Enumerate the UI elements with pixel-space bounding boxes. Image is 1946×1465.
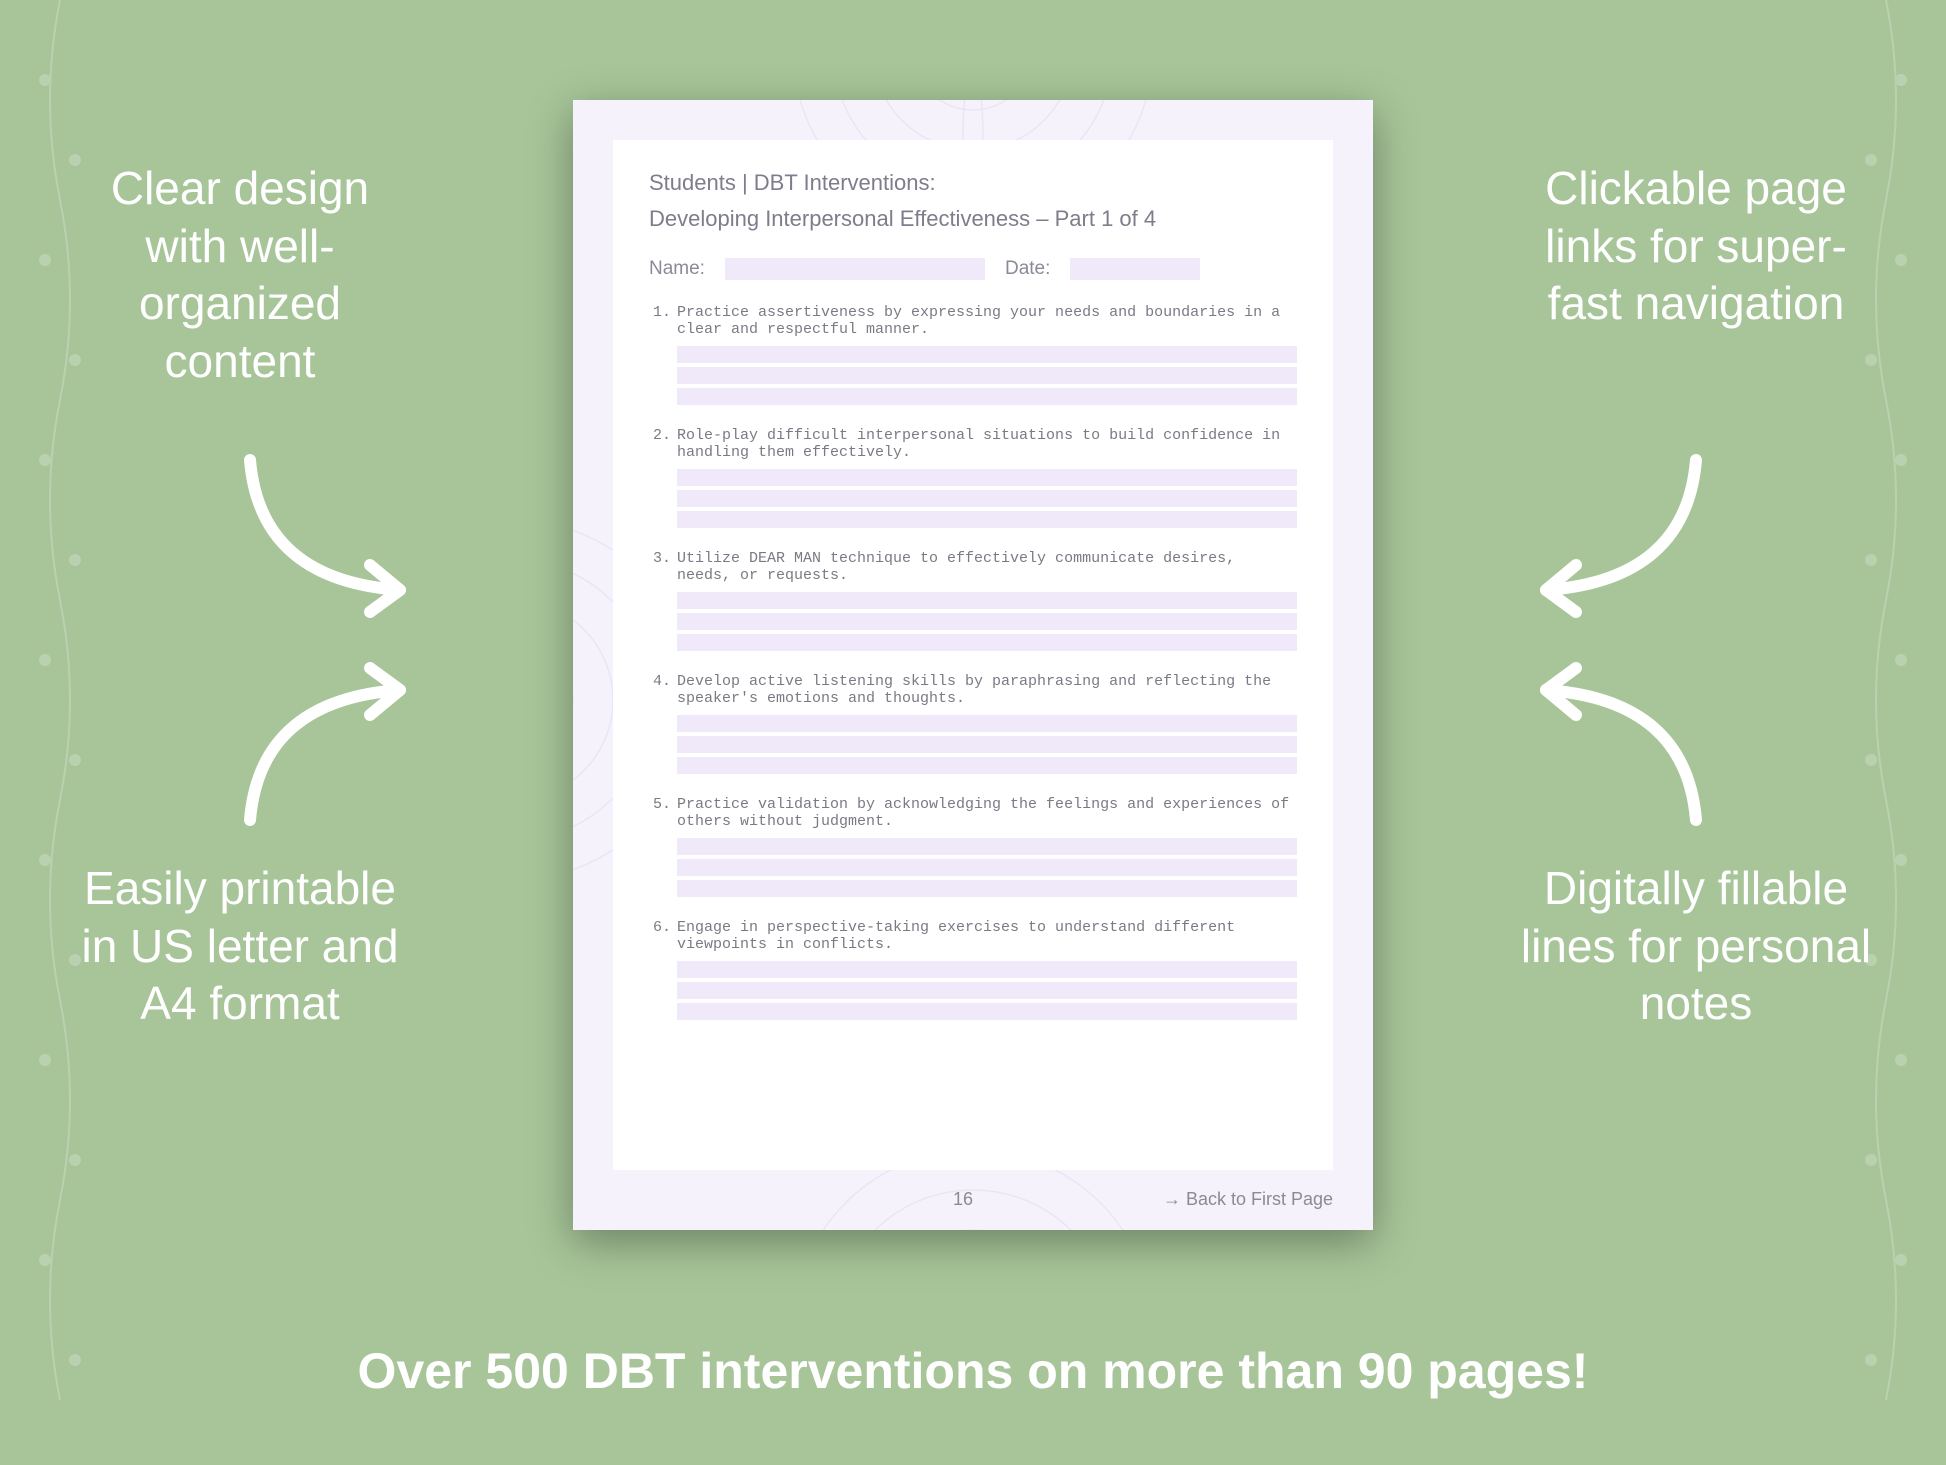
worksheet-item: 3.Utilize DEAR MAN technique to effectiv… <box>649 550 1297 584</box>
fillable-line[interactable] <box>677 982 1297 999</box>
fillable-line[interactable] <box>677 838 1297 855</box>
arrow-bottom-left <box>220 660 440 840</box>
callout-bottom-right: Digitally fillable lines for personal no… <box>1516 860 1876 1033</box>
worksheet-item: 4.Develop active listening skills by par… <box>649 673 1297 707</box>
fillable-lines[interactable] <box>677 715 1297 774</box>
page-number: 16 <box>813 1189 1113 1210</box>
fillable-line[interactable] <box>677 490 1297 507</box>
worksheet-item: 5.Practice validation by acknowledging t… <box>649 796 1297 830</box>
callout-top-left: Clear design with well-organized content <box>70 160 410 390</box>
fillable-line[interactable] <box>677 634 1297 651</box>
fillable-line[interactable] <box>677 757 1297 774</box>
item-text: Role-play difficult interpersonal situat… <box>677 427 1297 461</box>
item-text: Practice assertiveness by expressing you… <box>677 304 1297 338</box>
fillable-lines[interactable] <box>677 592 1297 651</box>
doc-category: Students | DBT Interventions: <box>649 170 1297 196</box>
item-text: Utilize DEAR MAN technique to effectivel… <box>677 550 1297 584</box>
fillable-lines[interactable] <box>677 469 1297 528</box>
name-field[interactable] <box>725 258 985 280</box>
arrow-bottom-right <box>1506 660 1726 840</box>
date-field[interactable] <box>1070 258 1200 280</box>
worksheet-item: 2.Role-play difficult interpersonal situ… <box>649 427 1297 461</box>
back-to-first-link[interactable]: → Back to First Page <box>1113 1189 1333 1210</box>
fillable-line[interactable] <box>677 859 1297 876</box>
fillable-line[interactable] <box>677 715 1297 732</box>
fillable-line[interactable] <box>677 1003 1297 1020</box>
fillable-line[interactable] <box>677 736 1297 753</box>
worksheet-item: 1.Practice assertiveness by expressing y… <box>649 304 1297 338</box>
item-text: Engage in perspective-taking exercises t… <box>677 919 1297 953</box>
item-number: 4. <box>649 673 671 707</box>
fillable-line[interactable] <box>677 388 1297 405</box>
fillable-line[interactable] <box>677 961 1297 978</box>
date-label: Date: <box>1005 258 1050 280</box>
fillable-line[interactable] <box>677 367 1297 384</box>
item-number: 6. <box>649 919 671 953</box>
name-label: Name: <box>649 258 705 280</box>
fillable-lines[interactable] <box>677 346 1297 405</box>
item-text: Develop active listening skills by parap… <box>677 673 1297 707</box>
item-number: 1. <box>649 304 671 338</box>
worksheet-inner: Students | DBT Interventions: Developing… <box>613 140 1333 1170</box>
worksheet-item: 6.Engage in perspective-taking exercises… <box>649 919 1297 953</box>
arrow-top-left <box>220 440 440 620</box>
fillable-lines[interactable] <box>677 961 1297 1020</box>
fillable-line[interactable] <box>677 592 1297 609</box>
fillable-line[interactable] <box>677 613 1297 630</box>
callout-top-right: Clickable page links for super-fast navi… <box>1516 160 1876 333</box>
fillable-line[interactable] <box>677 880 1297 897</box>
arrow-top-right <box>1506 440 1726 620</box>
item-text: Practice validation by acknowledging the… <box>677 796 1297 830</box>
item-number: 3. <box>649 550 671 584</box>
callout-bottom-left: Easily printable in US letter and A4 for… <box>70 860 410 1033</box>
doc-title: Developing Interpersonal Effectiveness –… <box>649 206 1297 232</box>
fillable-line[interactable] <box>677 346 1297 363</box>
fillable-line[interactable] <box>677 469 1297 486</box>
item-number: 2. <box>649 427 671 461</box>
fillable-line[interactable] <box>677 511 1297 528</box>
worksheet-page: Students | DBT Interventions: Developing… <box>573 100 1373 1230</box>
bottom-banner: Over 500 DBT interventions on more than … <box>0 1342 1946 1400</box>
fillable-lines[interactable] <box>677 838 1297 897</box>
item-number: 5. <box>649 796 671 830</box>
